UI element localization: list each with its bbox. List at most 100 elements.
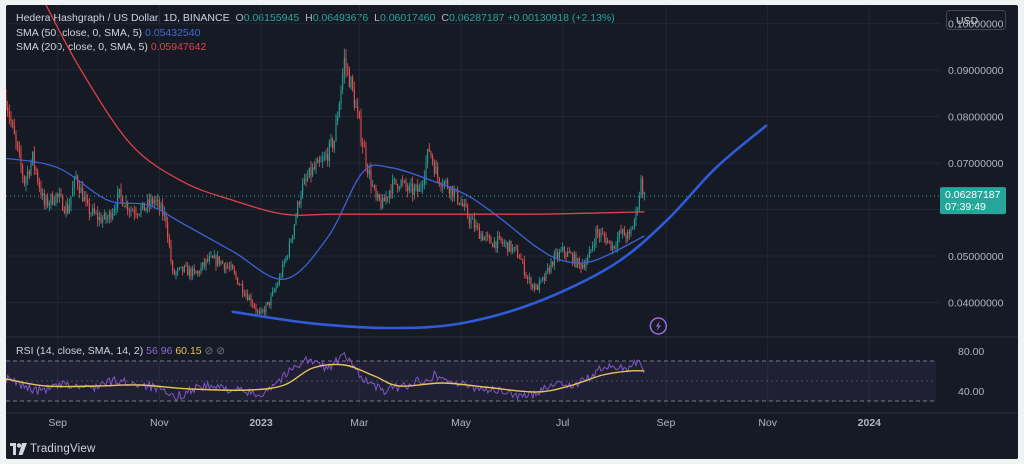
candle-body bbox=[100, 217, 102, 223]
candle-body bbox=[18, 147, 20, 153]
sma200-label: SMA (200, close, 0, SMA, 5) bbox=[16, 41, 148, 53]
candle-body bbox=[20, 152, 22, 166]
candle-body bbox=[568, 251, 570, 254]
candle-body bbox=[370, 169, 372, 186]
candle-body bbox=[367, 165, 369, 175]
candle-body bbox=[388, 190, 390, 198]
y-tick-label: 0.07000000 bbox=[948, 158, 1004, 170]
candle-body bbox=[38, 181, 40, 188]
candle-body bbox=[627, 231, 629, 239]
candle-body bbox=[368, 169, 370, 175]
rsi-tick-label: 40.00 bbox=[958, 386, 984, 398]
candle-body bbox=[40, 187, 42, 196]
candle-body bbox=[8, 111, 10, 118]
candle-body bbox=[43, 192, 45, 205]
candle-body bbox=[357, 106, 359, 112]
candle-body bbox=[153, 200, 155, 204]
candle-body bbox=[232, 264, 234, 270]
y-tick-label: 0.09000000 bbox=[948, 65, 1004, 77]
candle-body bbox=[632, 227, 634, 230]
candle-body bbox=[490, 237, 492, 244]
sma200-legend[interactable]: SMA (200, close, 0, SMA, 5) 0.05947642 bbox=[16, 41, 206, 53]
candle-body bbox=[580, 263, 582, 269]
candle-body bbox=[560, 250, 562, 252]
candle-body bbox=[227, 266, 229, 268]
x-tick-label: Sep bbox=[657, 417, 676, 429]
candle-body bbox=[272, 291, 274, 296]
candle-body bbox=[637, 208, 639, 211]
candle-body bbox=[68, 204, 70, 214]
candle-body bbox=[302, 184, 304, 196]
candle-body bbox=[540, 279, 542, 281]
candle-body bbox=[530, 277, 532, 288]
candle-body bbox=[415, 185, 417, 188]
candle-body bbox=[323, 156, 325, 160]
candle-body bbox=[63, 210, 65, 213]
candle-body bbox=[52, 194, 54, 205]
candle-body bbox=[62, 195, 64, 211]
candle-body bbox=[155, 200, 157, 202]
candle-body bbox=[375, 187, 377, 198]
candle-body bbox=[558, 251, 560, 258]
candle-body bbox=[313, 167, 315, 170]
candle-body bbox=[53, 203, 55, 205]
candle-body bbox=[550, 261, 552, 273]
countdown-value: 07:39:49 bbox=[945, 201, 986, 213]
candle-body bbox=[245, 294, 247, 296]
candle-body bbox=[512, 247, 514, 252]
candle-body bbox=[330, 138, 332, 142]
candle-body bbox=[125, 202, 127, 208]
candle-body bbox=[590, 249, 592, 251]
candle-body bbox=[343, 58, 345, 74]
candle-body bbox=[295, 216, 297, 225]
candle-body bbox=[383, 197, 385, 202]
candle-body bbox=[172, 261, 174, 271]
candle-body bbox=[208, 256, 210, 261]
candle-body bbox=[432, 156, 434, 163]
candle-body bbox=[42, 192, 44, 196]
candle-body bbox=[332, 138, 334, 149]
price-chart[interactable]: Sep Nov 2023 Mar May Jul Sep Nov 2024 0.10000000 0… bbox=[6, 5, 1018, 442]
sma50-label: SMA (50, close, 0, SMA, 5) bbox=[16, 27, 143, 39]
candle-body bbox=[617, 237, 619, 247]
candle-body bbox=[230, 264, 232, 268]
candle-body bbox=[638, 195, 640, 209]
brand-name[interactable]: TradingView bbox=[30, 443, 96, 455]
candle-body bbox=[218, 256, 220, 265]
candle-body bbox=[282, 263, 284, 277]
candle-body bbox=[37, 171, 39, 182]
candle-body bbox=[23, 176, 25, 185]
rsi-visibility-icons[interactable]: ⊘ ⊘ bbox=[204, 345, 226, 357]
candle-body bbox=[487, 235, 489, 237]
tradingview-logo-icon[interactable] bbox=[10, 443, 28, 458]
currency-button[interactable]: USD bbox=[946, 10, 1006, 30]
rsi-legend[interactable]: RSI (14, close, SMA, 14, 2) 56.96 60.15 … bbox=[16, 345, 225, 357]
candle-body bbox=[498, 236, 500, 238]
symbol-title[interactable]: Hedera Hashgraph / US Dollar, 1D, BINANC… bbox=[16, 12, 230, 24]
candle-body bbox=[57, 193, 59, 197]
rsi-line bbox=[6, 351, 645, 402]
rsi-tick-label: 80.00 bbox=[958, 346, 984, 358]
candle-body bbox=[378, 194, 380, 201]
candle-body bbox=[133, 210, 135, 214]
sma50-line bbox=[6, 157, 645, 280]
candle-body bbox=[22, 165, 24, 177]
candle-body bbox=[267, 301, 269, 305]
candle-body bbox=[435, 166, 437, 174]
candle-body bbox=[80, 187, 82, 194]
candle-body bbox=[600, 232, 602, 237]
candle-body bbox=[390, 190, 392, 194]
candle-body bbox=[128, 210, 130, 212]
candle-body bbox=[425, 162, 427, 178]
candle-body bbox=[265, 304, 267, 313]
candle-body bbox=[322, 159, 324, 162]
candle-body bbox=[10, 117, 12, 122]
candle-body bbox=[235, 272, 237, 278]
candle-body bbox=[223, 263, 225, 270]
candle-body bbox=[177, 269, 179, 273]
candle-body bbox=[283, 261, 285, 264]
candle-body bbox=[277, 284, 279, 287]
candle-body bbox=[225, 266, 227, 270]
candle-body bbox=[248, 296, 250, 301]
candle-body bbox=[143, 202, 145, 211]
